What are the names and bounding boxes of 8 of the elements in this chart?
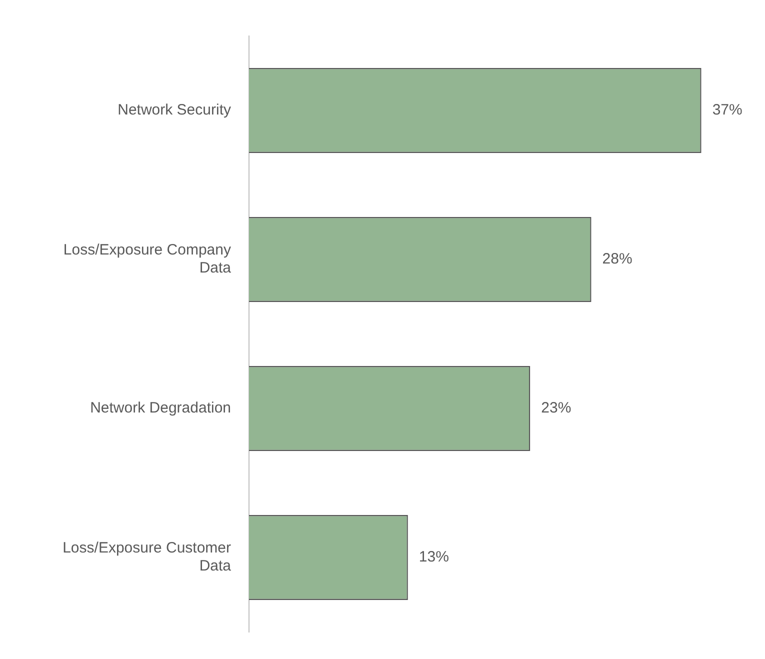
data-label: 37% [712,102,742,119]
y-tick-label: Loss/Exposure Customer Data [62,540,232,575]
y-tick-label: Network Degradation [90,400,231,417]
y-tick-label: Loss/Exposure Company Data [63,242,232,277]
data-label: 28% [602,250,632,268]
y-tick-label: Network Security [118,102,232,119]
data-label: 23% [541,400,572,417]
data-label: 13% [418,548,449,566]
